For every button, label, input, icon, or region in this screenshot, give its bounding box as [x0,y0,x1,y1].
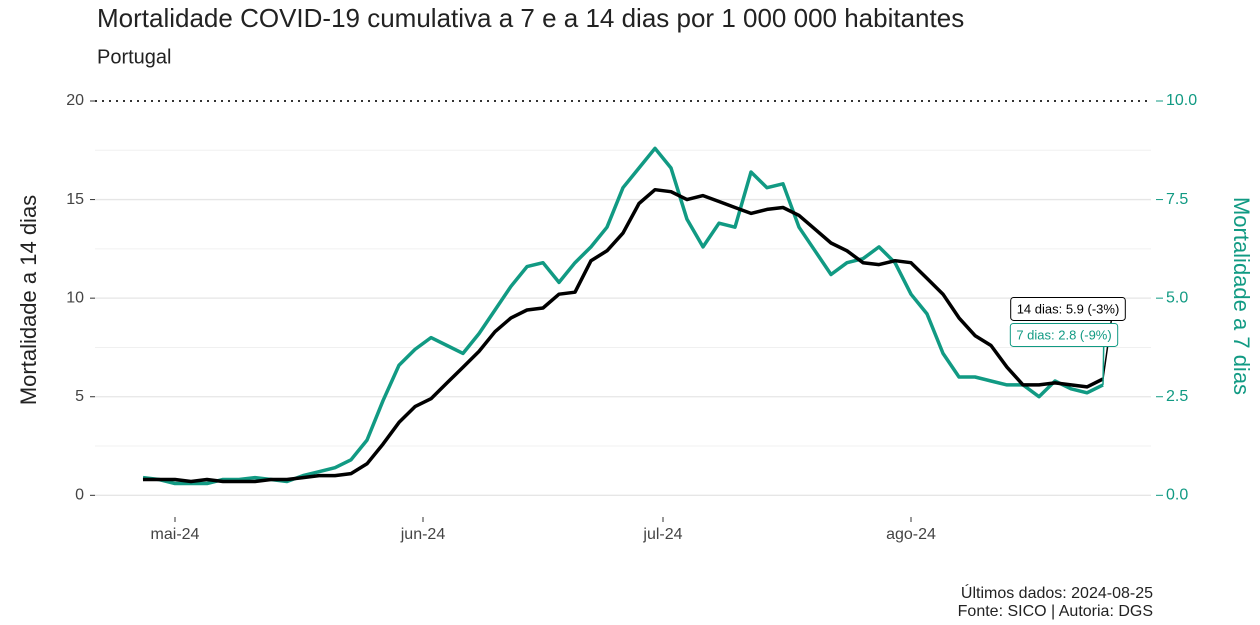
x-tick-label: mai-24 [151,526,200,543]
y2-tick-label: 10.0 [1166,92,1197,109]
chart-title: Mortalidade COVID-19 cumulativa a 7 e a … [97,3,964,33]
annotation-box [1009,322,1119,347]
y-tick-label: 10 [66,289,84,306]
line-series [143,187,1104,484]
line-series [142,146,1104,486]
y2-tick-label: 7.5 [1166,191,1188,208]
y2-tick-label: 0.0 [1166,487,1188,504]
chart-subtitle: Portugal [97,46,172,68]
x-tick-label: jul-24 [642,526,682,543]
y2-axis-label: Mortalidade a 7 dias [1229,197,1254,395]
x-tick-label: jun-24 [400,526,446,543]
x-tick-label: ago-24 [886,526,936,543]
caption: Últimos dados: 2024-08-25 [961,583,1153,602]
y-tick-label: 20 [66,92,84,109]
y-axis-label: Mortalidade a 14 dias [16,195,41,405]
y-tick-label: 5 [75,388,84,405]
annotation: 7 dias: 2.8 (-9%) [1009,322,1119,385]
y2-tick-label: 2.5 [1166,388,1188,405]
y2-tick-label: 5.0 [1166,289,1188,306]
annotation: 14 dias: 5.9 (-3%) [1010,296,1126,380]
annotation-leader [1102,346,1105,385]
y-tick-label: 15 [66,191,84,208]
annotation-label: 7 dias: 2.8 (-9%) [1016,327,1111,342]
annotation-label: 14 dias: 5.9 (-3%) [1017,301,1120,316]
caption: Fonte: SICO | Autoria: DGS [958,603,1153,620]
annotation-box [1010,296,1126,321]
y-tick-label: 0 [75,487,84,504]
